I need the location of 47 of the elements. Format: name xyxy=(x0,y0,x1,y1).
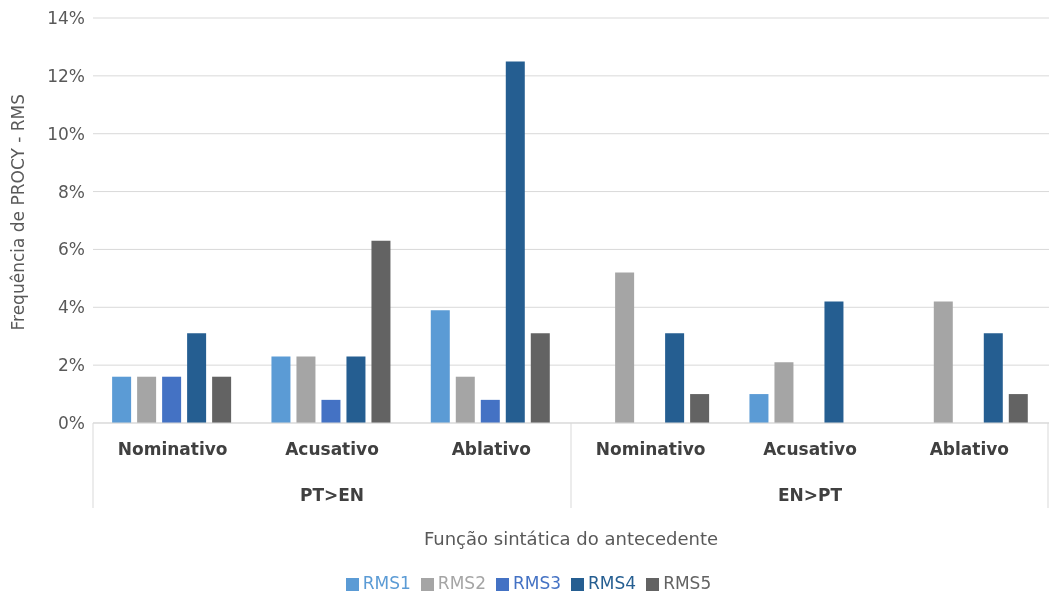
y-tick-label: 8% xyxy=(58,181,85,202)
bar xyxy=(1008,394,1028,423)
bar xyxy=(455,376,475,423)
bar xyxy=(480,399,500,423)
bar xyxy=(271,356,291,423)
bar xyxy=(665,333,685,423)
legend-label: RMS2 xyxy=(437,573,486,593)
legend-label: RMS3 xyxy=(512,573,562,593)
x-tick-label: Acusativo xyxy=(285,439,379,459)
bar xyxy=(162,376,182,423)
bar xyxy=(430,310,450,423)
bar xyxy=(321,399,341,423)
x-tick-label: Ablativo xyxy=(451,439,532,459)
x-tick-label: Nominativo xyxy=(595,439,706,459)
bar xyxy=(346,356,366,423)
y-tick-label: 10% xyxy=(47,123,85,144)
bar xyxy=(137,376,157,423)
bar xyxy=(774,362,794,423)
bar xyxy=(983,333,1003,423)
bar xyxy=(824,301,844,423)
bar xyxy=(749,394,769,423)
bar xyxy=(933,301,953,423)
legend-label: RMS1 xyxy=(362,573,411,593)
bar xyxy=(505,61,525,423)
x-tick-label: Ablativo xyxy=(929,439,1010,459)
y-tick-label: 2% xyxy=(58,355,85,376)
bar xyxy=(690,394,710,423)
text: EN>PT xyxy=(777,485,843,505)
y-tick-label: 14% xyxy=(47,8,85,29)
bar xyxy=(296,356,316,423)
x-axis-title: Função sintática do antecedente xyxy=(423,528,719,549)
bar xyxy=(212,376,232,423)
y-tick-label: 4% xyxy=(58,297,85,318)
bar xyxy=(371,240,391,423)
legend-label: RMS4 xyxy=(588,573,637,593)
bar xyxy=(615,272,635,423)
x-tick-label: Nominativo xyxy=(117,439,228,459)
x-tick-label: Acusativo xyxy=(763,439,857,459)
bar xyxy=(112,376,132,423)
bar xyxy=(187,333,207,423)
text: PT>EN xyxy=(299,485,365,505)
y-axis-title: Frequência de PROCY - RMS xyxy=(8,93,29,331)
y-tick-label: 0% xyxy=(58,413,85,434)
legend-label: RMS5 xyxy=(663,573,712,593)
y-tick-label: 12% xyxy=(47,65,85,86)
y-tick-label: 6% xyxy=(58,239,85,260)
bar xyxy=(530,333,550,423)
